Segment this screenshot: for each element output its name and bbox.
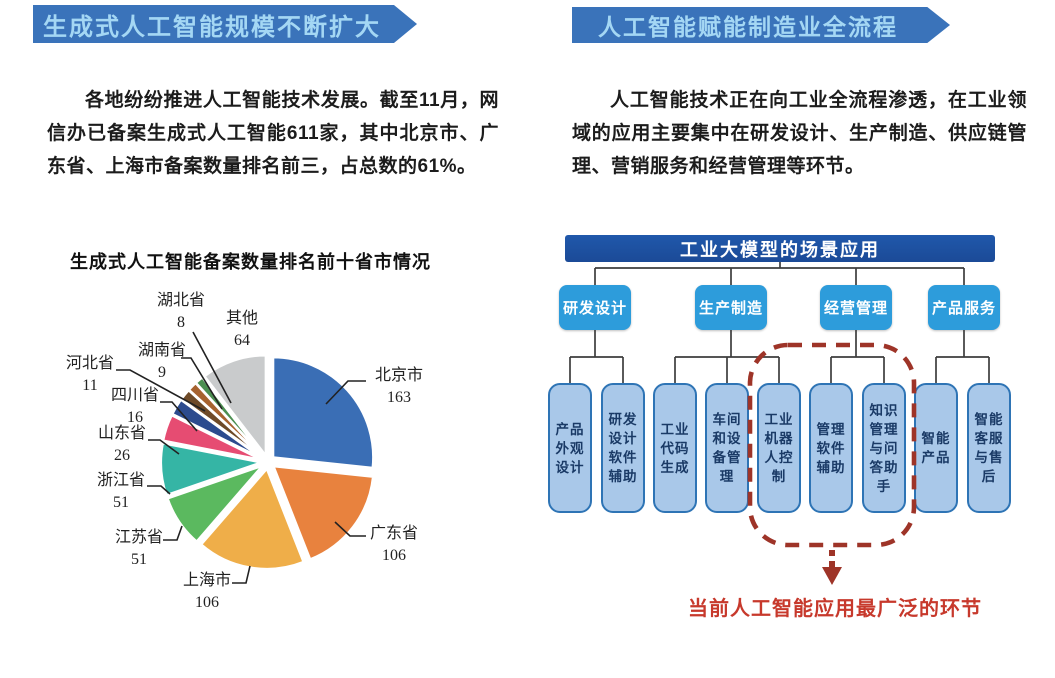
leaf-工业代码生成: 工业代码生成	[653, 383, 697, 513]
right-banner-title: 人工智能赋能制造业全流程	[598, 14, 898, 40]
industry-model-diagram: 工业大模型的场景应用 研发设计 生产制造 经营管理 产品服务 产品外观设计 研发设计软件…	[540, 228, 1030, 608]
pie-leader-line	[163, 525, 183, 541]
pie-label-四川省: 四川省 16	[111, 386, 159, 426]
pie-label-湖北省: 湖北省 8	[157, 291, 205, 331]
pie-leader-line	[147, 485, 171, 495]
down-arrow-head-icon	[822, 567, 842, 585]
leaf-工业机器人控制: 工业机器人控制	[757, 383, 801, 513]
leaf-知识管理与问答助手: 知识管理与问答助手	[862, 383, 906, 513]
pie-leader-line	[325, 380, 366, 405]
pie-label-河北省: 河北省 11	[66, 354, 114, 394]
leaf-智能客服与售后: 智能客服与售后	[967, 383, 1011, 513]
leaf-label: 产品外观设计	[555, 421, 585, 475]
leaf-管理软件辅助: 管理软件辅助	[809, 383, 853, 513]
pie-leader-line	[181, 357, 223, 410]
pie-leader-line	[148, 439, 180, 455]
pie-chart-title: 生成式人工智能备案数量排名前十省市情况	[70, 252, 431, 272]
pie-label-浙江省: 浙江省 51	[97, 471, 145, 511]
pie-slice-江苏省	[166, 464, 264, 543]
highlight-caption: 当前人工智能应用最广泛的环节	[688, 598, 982, 620]
leaf-车间和设备管理: 车间和设备管理	[705, 383, 749, 513]
branch-研发设计: 研发设计	[559, 285, 631, 330]
pie-label-其他: 其他 64	[226, 309, 258, 349]
leaf-label: 工业机器人控制	[764, 412, 794, 484]
pie-label-山东省: 山东省 26	[98, 424, 146, 464]
leaf-label: 知识管理与问答助手	[869, 402, 899, 494]
pie-slice-广东省	[272, 465, 375, 561]
pie-leader-line	[334, 521, 366, 537]
pie-slice-北京市	[272, 356, 375, 469]
pie-slice-其他	[203, 354, 267, 457]
leaf-label: 工业代码生成	[660, 421, 690, 475]
branch-经营管理: 经营管理	[820, 285, 892, 330]
leaf-智能产品: 智能产品	[914, 383, 958, 513]
left-banner-title: 生成式人工智能规模不断扩大	[43, 13, 381, 41]
branch-产品服务: 产品服务	[928, 285, 1000, 330]
pie-leader-line	[116, 369, 206, 412]
branch-生产制造: 生产制造	[695, 285, 767, 330]
pie-label-广东省: 广东省 106	[370, 524, 418, 564]
leaf-label: 研发设计软件辅助	[608, 412, 638, 484]
pie-leader-line	[160, 401, 198, 432]
pie-label-北京市: 北京市 163	[375, 366, 423, 406]
leaf-label: 智能产品	[921, 431, 951, 465]
leaf-label: 车间和设备管理	[712, 412, 742, 484]
pie-slice-山东省	[162, 414, 263, 461]
pie-label-湖南省: 湖南省 9	[138, 341, 186, 381]
pie-leader-line	[192, 331, 232, 404]
leaf-label: 智能客服与售后	[974, 412, 1004, 484]
right-paragraph: 人工智能技术正在向工业全流程渗透，在工业领域的应用主要集中在研发设计、生产制造、…	[572, 90, 1027, 177]
leaf-产品外观设计: 产品外观设计	[548, 383, 592, 513]
right-banner: 人工智能赋能制造业全流程	[572, 7, 950, 43]
pie-label-上海市: 上海市 106	[183, 571, 231, 611]
pie-slice-浙江省	[159, 442, 263, 497]
left-paragraph: 各地纷纷推进人工智能技术发展。截至11月，网信办已备案生成式人工智能611家，其…	[47, 90, 499, 177]
pie-leader-line	[232, 565, 251, 584]
leaf-研发设计软件辅助: 研发设计软件辅助	[601, 383, 645, 513]
diagram-header: 工业大模型的场景应用	[565, 235, 995, 262]
pie-label-江苏省: 江苏省 51	[115, 528, 163, 568]
leaf-label: 管理软件辅助	[816, 421, 846, 475]
left-banner: 生成式人工智能规模不断扩大	[33, 5, 417, 43]
